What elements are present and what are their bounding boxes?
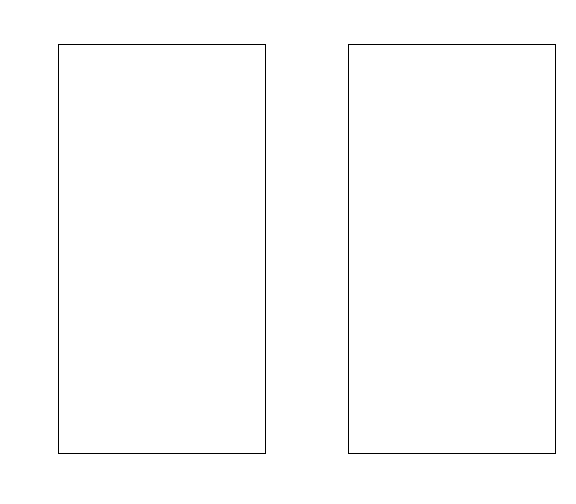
figure-container <box>0 0 576 504</box>
right-svg <box>349 45 556 454</box>
right-plot-area <box>348 44 556 454</box>
left-plot-area <box>58 44 266 454</box>
